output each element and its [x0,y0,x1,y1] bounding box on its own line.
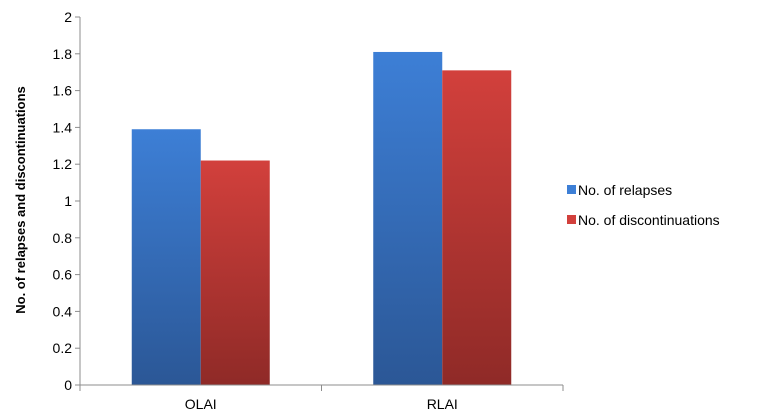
bar-olai-series-1 [201,161,270,385]
x-tick-label: RLAI [427,396,458,412]
y-tick-label: 0.6 [53,267,73,283]
legend-swatch [567,185,576,194]
bar-rlai-series-1 [442,70,511,385]
y-tick-label: 0.8 [53,230,73,246]
y-tick-label: 1.8 [53,46,73,62]
bars [132,52,512,385]
legend: No. of relapses No. of discontinuations [567,182,720,228]
x-tick-label: OLAI [185,396,217,412]
legend-swatch [567,215,576,224]
y-axis-ticks: 0 0.2 0.4 0.6 0.8 1 1.2 1.4 1.6 1.8 2 [53,9,80,393]
y-tick-label: 1.6 [53,83,73,99]
bar-rlai-series-0 [373,52,442,385]
y-tick-label: 0.4 [53,303,73,319]
legend-label: No. of discontinuations [578,212,720,228]
x-axis-labels: OLAI RLAI [185,396,458,412]
y-tick-label: 0 [64,377,72,393]
y-tick-label: 2 [64,9,72,25]
y-tick-label: 1.2 [53,156,73,172]
legend-label: No. of relapses [578,182,672,198]
bar-olai-series-0 [132,129,201,385]
y-tick-label: 1 [64,193,72,209]
y-tick-label: 1.4 [53,119,73,135]
y-tick-label: 0.2 [53,340,73,356]
y-axis-label: No. of relapses and discontinuations [13,86,28,314]
